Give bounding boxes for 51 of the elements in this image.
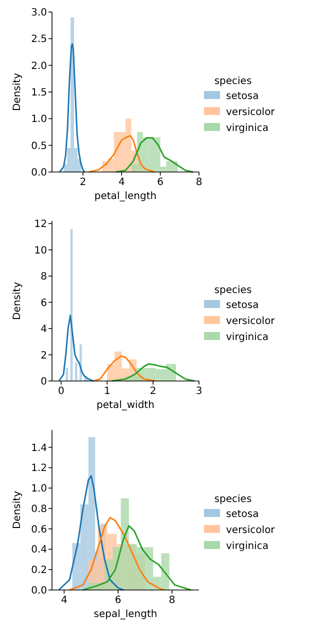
y-tick-label: 1.4 xyxy=(31,442,47,454)
y-axis-title: Density xyxy=(12,72,23,112)
y-tick-label: 1.5 xyxy=(31,88,47,98)
y-tick-label: 4 xyxy=(40,324,47,336)
y-tick-label: 8 xyxy=(40,272,47,283)
legend-label: versicolor xyxy=(226,525,276,536)
legend-title: species xyxy=(214,494,252,505)
x-tick-label: 4 xyxy=(118,177,125,188)
y-tick-label: 2 xyxy=(40,350,47,362)
legend-label: setosa xyxy=(226,300,259,311)
y-tick-label: 1.0 xyxy=(31,114,47,126)
x-axis-title: petal_width xyxy=(96,400,154,411)
x-tick-label: 4 xyxy=(60,595,68,606)
legend-title: species xyxy=(214,285,252,296)
y-tick-label: 0.2 xyxy=(31,565,47,576)
legend-label: virginica xyxy=(226,332,268,343)
x-tick-label: 6 xyxy=(157,177,164,188)
y-tick-label: 0 xyxy=(40,376,47,388)
y-tick-label: 3.0 xyxy=(31,8,47,18)
x-tick-label: 0 xyxy=(58,386,64,397)
x-axis-title: petal_length xyxy=(94,191,157,202)
y-tick-label: 1.2 xyxy=(31,463,47,474)
x-tick-label: 6 xyxy=(114,595,122,606)
y-tick-label: 10 xyxy=(34,245,47,256)
y-tick-label: 0.8 xyxy=(31,504,47,515)
x-tick-label: 2 xyxy=(150,386,156,397)
x-tick-label: 2 xyxy=(80,177,86,188)
y-tick-label: 0.0 xyxy=(31,586,47,596)
y-tick-label: 1.0 xyxy=(31,484,47,495)
legend-label: versicolor xyxy=(226,107,276,118)
legend-label: setosa xyxy=(226,509,259,520)
y-axis-title: Density xyxy=(12,490,23,530)
legend-label: setosa xyxy=(226,91,259,102)
y-tick-label: 2.5 xyxy=(31,34,47,46)
legend-title: species xyxy=(214,76,252,87)
x-axis-title: sepal_length xyxy=(94,609,158,620)
y-tick-label: 6 xyxy=(40,298,47,309)
legend-label: virginica xyxy=(226,123,268,134)
y-tick-label: 2.0 xyxy=(31,60,47,72)
x-tick-label: 8 xyxy=(168,595,176,606)
y-axis-title: Density xyxy=(12,282,23,320)
x-tick-label: 1 xyxy=(104,386,110,397)
y-tick-label: 0.5 xyxy=(31,140,47,152)
x-tick-label: 8 xyxy=(196,177,202,188)
legend-label: virginica xyxy=(226,541,268,552)
y-tick-label: 0.0 xyxy=(31,168,47,178)
x-tick-label: 3 xyxy=(196,386,202,397)
y-tick-label: 12 xyxy=(34,219,47,230)
y-tick-label: 0.6 xyxy=(31,524,47,536)
legend-label: versicolor xyxy=(226,316,276,327)
y-tick-label: 0.4 xyxy=(31,544,47,556)
